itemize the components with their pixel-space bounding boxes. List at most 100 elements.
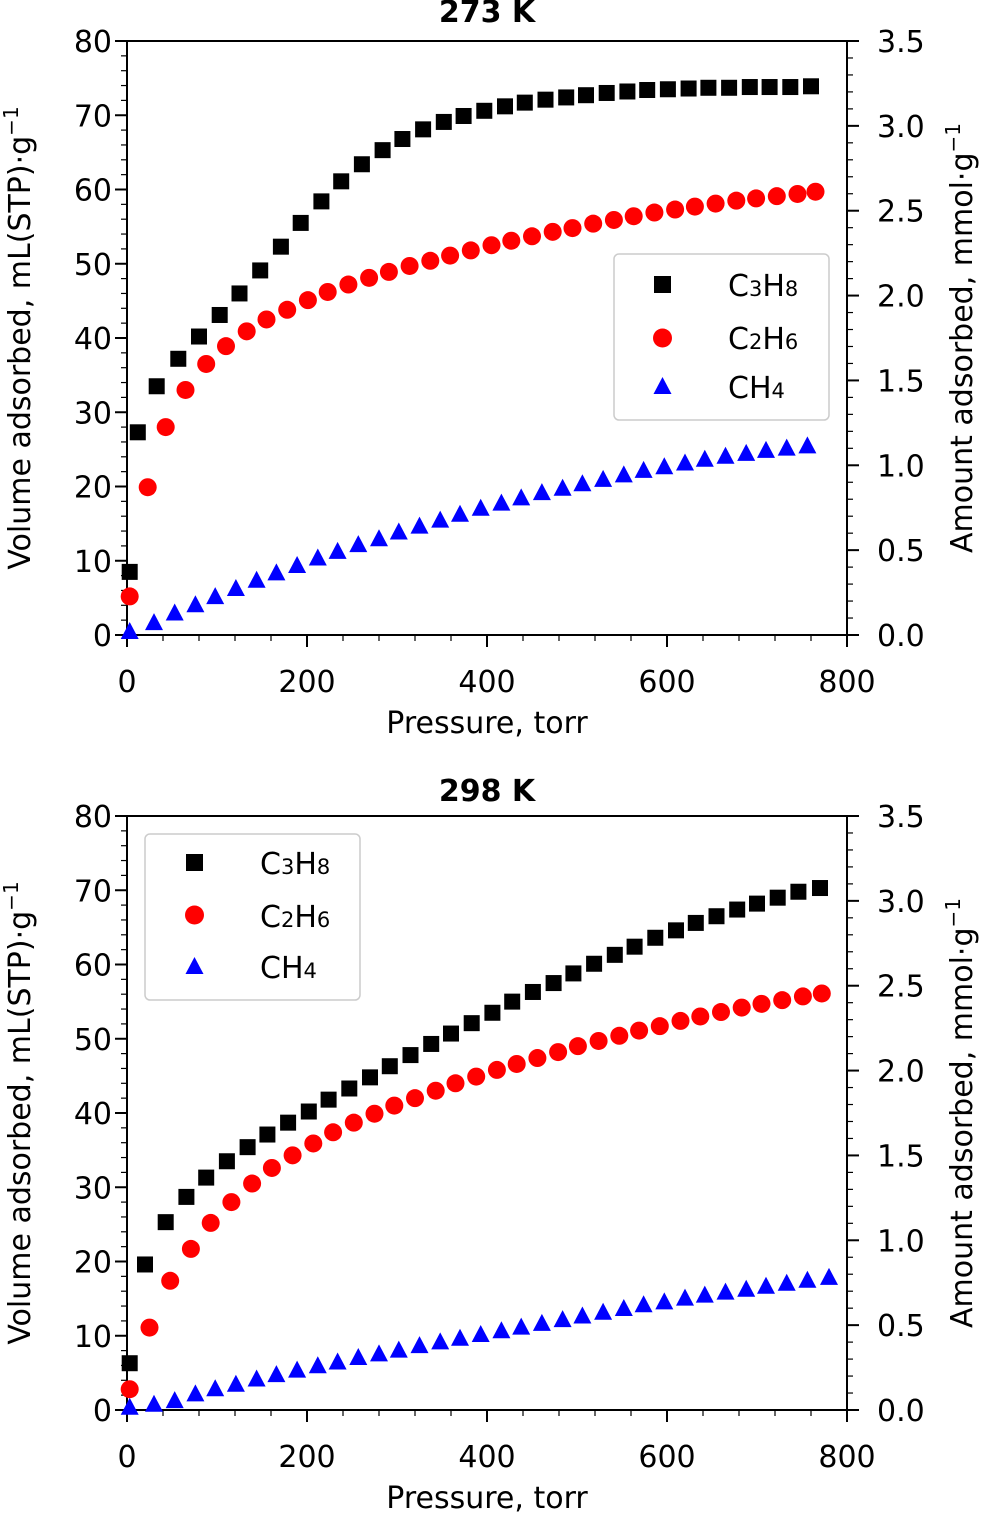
data-point-square xyxy=(443,1025,459,1042)
data-point-square xyxy=(586,955,603,972)
data-point-triangle xyxy=(120,1397,139,1415)
data-point-square xyxy=(280,1114,297,1131)
data-point-square xyxy=(300,1103,317,1120)
y2-tick-label: 0.5 xyxy=(877,534,925,569)
data-point-circle xyxy=(304,1134,323,1153)
data-point-circle xyxy=(666,200,685,219)
data-point-circle xyxy=(120,587,139,606)
data-point-triangle xyxy=(410,516,429,534)
data-point-circle xyxy=(446,1074,465,1093)
data-point-circle xyxy=(176,380,195,399)
legend-label-c2h6: C2H6 xyxy=(728,322,798,357)
y2-tick-label: 1.0 xyxy=(877,1224,925,1259)
y-axis-label: Volume adsorbed, mL(STP)·g−1 xyxy=(0,106,38,569)
data-point-square xyxy=(157,1214,174,1231)
data-point-square xyxy=(259,1126,276,1143)
data-point-circle xyxy=(630,1021,649,1040)
data-point-circle xyxy=(426,1081,445,1100)
data-point-circle xyxy=(257,310,276,329)
legend-label-c3h8: C3H8 xyxy=(728,269,798,304)
data-point-triangle xyxy=(716,1282,735,1300)
data-point-circle xyxy=(365,1104,384,1123)
data-point-square xyxy=(578,87,594,104)
data-point-square xyxy=(790,883,807,900)
y2-tick-label: 3.0 xyxy=(877,110,925,145)
data-point-circle xyxy=(568,1037,587,1056)
data-point-circle xyxy=(138,478,157,497)
data-point-circle xyxy=(482,236,501,255)
data-point-circle xyxy=(712,1003,730,1022)
data-points xyxy=(120,78,825,640)
data-point-triangle xyxy=(553,1310,572,1328)
data-point-square xyxy=(148,378,165,395)
legend-box xyxy=(613,253,830,421)
y2-tick-label: 3.0 xyxy=(877,885,925,920)
x-tick-label: 0 xyxy=(117,665,136,700)
isotherm-chart-273k: 273 K 0 200 400 600 800 0 10 20 30 40 50… xyxy=(0,0,980,741)
x-axis-label: Pressure, torr xyxy=(386,1481,588,1515)
legend-label-ch4: CH4 xyxy=(728,371,785,406)
data-point-circle xyxy=(339,275,358,294)
data-point-triangle xyxy=(288,1360,307,1378)
legend-marker-triangle xyxy=(185,957,204,974)
data-point-triangle xyxy=(349,535,368,553)
data-point-square xyxy=(741,79,758,96)
x-tick-label: 400 xyxy=(458,1440,515,1475)
data-point-triangle xyxy=(120,622,139,640)
data-point-square xyxy=(598,84,615,101)
x-axis-label: Pressure, torr xyxy=(386,706,588,741)
y-tick-label: 20 xyxy=(74,1246,112,1281)
y-tick-label: 30 xyxy=(74,396,112,431)
data-point-circle xyxy=(549,1043,568,1062)
data-point-triangle xyxy=(634,460,653,478)
data-point-triangle xyxy=(308,548,327,566)
data-point-circle xyxy=(400,256,419,275)
data-point-triangle xyxy=(206,587,225,605)
data-point-triangle xyxy=(512,1317,531,1335)
data-point-triangle xyxy=(757,440,775,458)
y2-tick-label: 1.0 xyxy=(877,449,925,484)
data-point-circle xyxy=(685,197,704,216)
data-point-triangle xyxy=(186,1384,205,1402)
x-tick-label: 400 xyxy=(458,665,515,700)
axis-ticks xyxy=(115,815,859,1422)
data-point-triangle xyxy=(165,1391,184,1409)
y2-axis-label: Amount adsorbed, mmol·g−1 xyxy=(941,123,980,553)
legend-label-c3h8: C3H8 xyxy=(260,847,330,882)
data-point-triangle xyxy=(634,1295,653,1313)
data-point-triangle xyxy=(389,522,408,540)
data-point-circle xyxy=(278,300,297,319)
data-point-square xyxy=(178,1188,195,1205)
x-tick-label: 600 xyxy=(638,665,695,700)
data-point-circle xyxy=(385,1096,404,1115)
legend-marker-square xyxy=(654,276,671,293)
data-point-square xyxy=(272,238,289,255)
data-point-triangle xyxy=(695,449,714,467)
data-point-square xyxy=(626,938,643,955)
data-point-triangle xyxy=(349,1348,368,1366)
chart-title: 298 K xyxy=(439,774,537,809)
legend-label-c2h6: C2H6 xyxy=(260,900,330,935)
x-tick-label: 600 xyxy=(638,1440,695,1475)
data-point-square xyxy=(218,1153,235,1170)
data-point-square xyxy=(381,1058,398,1075)
y2-tick-label: 2.5 xyxy=(877,195,925,230)
data-point-triangle xyxy=(186,595,205,613)
y-tick-label: 40 xyxy=(74,1097,112,1132)
data-point-triangle xyxy=(145,1394,163,1412)
data-point-square xyxy=(129,424,146,441)
x-tick-label: 800 xyxy=(818,1440,875,1475)
y-tick-label: 60 xyxy=(74,174,112,209)
data-point-square xyxy=(362,1069,378,1086)
y2-tick-label: 2.0 xyxy=(877,1055,925,1090)
data-point-square xyxy=(782,79,799,96)
data-point-triangle xyxy=(655,457,674,475)
data-point-square xyxy=(455,107,472,124)
data-point-circle xyxy=(767,187,786,206)
data-point-triangle xyxy=(247,1369,266,1387)
data-point-triangle xyxy=(594,469,613,487)
data-point-square xyxy=(484,1004,501,1021)
data-point-square xyxy=(606,946,623,963)
data-point-circle xyxy=(793,987,812,1006)
data-point-circle xyxy=(528,1049,547,1068)
